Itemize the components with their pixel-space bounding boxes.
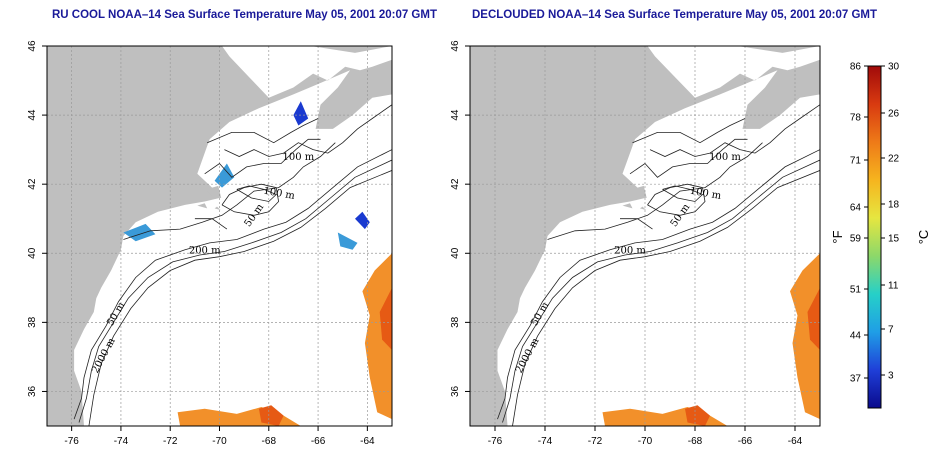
lat-tick-label: 46 — [450, 40, 461, 52]
celsius-tick-label: 30 — [888, 62, 900, 73]
fahrenheit-tick-label: 78 — [850, 113, 862, 124]
fahrenheit-tick-label: 37 — [850, 374, 862, 385]
lon-tick-label: -68 — [688, 436, 703, 447]
lat-tick-label: 42 — [27, 178, 38, 190]
fahrenheit-tick-label: 44 — [850, 331, 862, 342]
isobath-contour — [512, 170, 820, 426]
lon-tick-label: -76 — [64, 436, 79, 447]
left-panel-title: RU COOL NOAA–14 Sea Surface Temperature … — [52, 9, 437, 21]
landmass — [470, 46, 820, 426]
lon-tick-label: -66 — [311, 436, 326, 447]
lon-tick-label: -70 — [638, 436, 653, 447]
island — [622, 203, 633, 209]
isobath-contour — [649, 104, 820, 157]
sst-patch — [685, 405, 710, 426]
isobath-contour — [221, 183, 280, 216]
isobath-contour — [647, 183, 706, 216]
fahrenheit-tick-label: 59 — [850, 234, 862, 245]
celsius-tick-label: 7 — [888, 325, 894, 336]
sst-patch — [293, 101, 309, 126]
island — [310, 46, 392, 53]
lon-tick-label: -64 — [788, 436, 803, 447]
lon-tick-label: -64 — [360, 436, 375, 447]
isobath-contour — [502, 159, 820, 423]
right-panel-title: DECLOUDED NOAA–14 Sea Surface Temperatur… — [472, 9, 877, 21]
sst-patch — [337, 232, 358, 250]
isobath-contour — [224, 104, 392, 157]
celsius-tick-label: 22 — [888, 154, 900, 165]
fahrenheit-tick-label: 71 — [850, 156, 862, 167]
lon-tick-label: -68 — [262, 436, 277, 447]
isobath-contour — [204, 138, 321, 178]
sst-patch — [807, 287, 820, 350]
isobath-contour — [73, 149, 392, 420]
isobath-contour — [662, 185, 704, 202]
lon-tick-label: -66 — [738, 436, 753, 447]
fahrenheit-tick-label: 86 — [850, 62, 862, 73]
sst-patch — [790, 253, 820, 420]
lat-tick-label: 40 — [27, 247, 38, 259]
sst-patch — [214, 163, 235, 188]
lat-tick-label: 40 — [450, 247, 461, 259]
celsius-tick-label: 15 — [888, 234, 900, 245]
isobath-label: 200 m — [189, 245, 221, 256]
lon-tick-label: -76 — [488, 436, 503, 447]
lon-tick-label: -72 — [588, 436, 603, 447]
lat-tick-label: 44 — [27, 109, 38, 121]
fahrenheit-tick-label: 64 — [850, 203, 862, 214]
isobath-contour — [236, 185, 277, 202]
isobath-label: 100 m — [709, 152, 741, 163]
island — [640, 206, 647, 211]
lat-tick-label: 38 — [27, 316, 38, 328]
sst-patch — [379, 287, 392, 350]
celsius-tick-label: 18 — [888, 200, 900, 211]
lon-tick-label: -74 — [538, 436, 553, 447]
isobath-contour — [620, 218, 653, 230]
isobath-contour — [123, 142, 336, 240]
isobath-contour — [88, 170, 392, 426]
isobath-contour — [629, 138, 748, 178]
isobath-label: 100 m — [282, 152, 314, 163]
island — [214, 206, 221, 211]
colorbar: 86 78 71 64 59 51 44 37 30 26 22 18 15 11 7 3 °F °C — [830, 62, 931, 409]
celsius-unit-label: °C — [916, 230, 931, 245]
lat-tick-label: 36 — [27, 385, 38, 397]
isobath-contour — [547, 142, 763, 240]
fahrenheit-tick-label: 51 — [850, 285, 862, 296]
celsius-tick-label: 3 — [888, 371, 894, 382]
lat-tick-label: 46 — [27, 40, 38, 52]
lat-tick-label: 42 — [450, 178, 461, 190]
isobath-contour — [497, 149, 820, 420]
sst-patch — [362, 253, 392, 420]
isobath-contour — [78, 159, 392, 423]
island — [737, 46, 820, 53]
sst-patch — [258, 405, 284, 426]
island — [207, 185, 222, 198]
lon-tick-label: -74 — [114, 436, 129, 447]
isobath-contour — [632, 118, 746, 144]
celsius-tick-label: 11 — [888, 281, 899, 292]
colorbar-gradient — [867, 65, 882, 409]
isobath-label: 200 m — [614, 245, 646, 256]
island — [632, 185, 647, 198]
landmass — [47, 46, 392, 426]
island — [197, 203, 208, 209]
lat-tick-label: 36 — [450, 385, 461, 397]
lat-tick-label: 38 — [450, 316, 461, 328]
isobath-contour — [207, 118, 319, 144]
celsius-tick-label: 26 — [888, 109, 900, 120]
lon-tick-label: -70 — [212, 436, 227, 447]
isobath-contour — [194, 218, 228, 230]
lat-tick-label: 44 — [450, 109, 461, 121]
fahrenheit-unit-label: °F — [830, 230, 845, 243]
lon-tick-label: -72 — [163, 436, 178, 447]
sst-patch — [355, 211, 370, 230]
